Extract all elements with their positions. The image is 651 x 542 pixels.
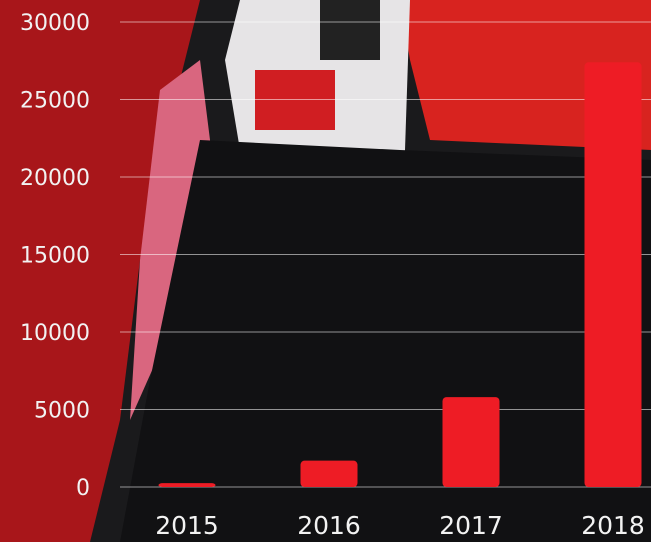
y-tick-label: 25000 [20,89,90,114]
bar [442,397,500,487]
x-tick-label: 2015 [155,511,219,540]
x-tick-label: 2017 [439,511,503,540]
bar [158,483,216,487]
x-tick-label: 2018 [581,511,645,540]
bar [584,62,642,488]
y-tick-label: 15000 [20,244,90,269]
y-tick-label: 30000 [20,11,90,36]
y-tick-label: 5000 [34,399,90,424]
y-tick-label: 20000 [20,166,90,191]
bar [300,460,358,487]
y-tick-label: 10000 [20,321,90,346]
x-tick-label: 2016 [297,511,361,540]
y-tick-label: 0 [76,476,90,501]
